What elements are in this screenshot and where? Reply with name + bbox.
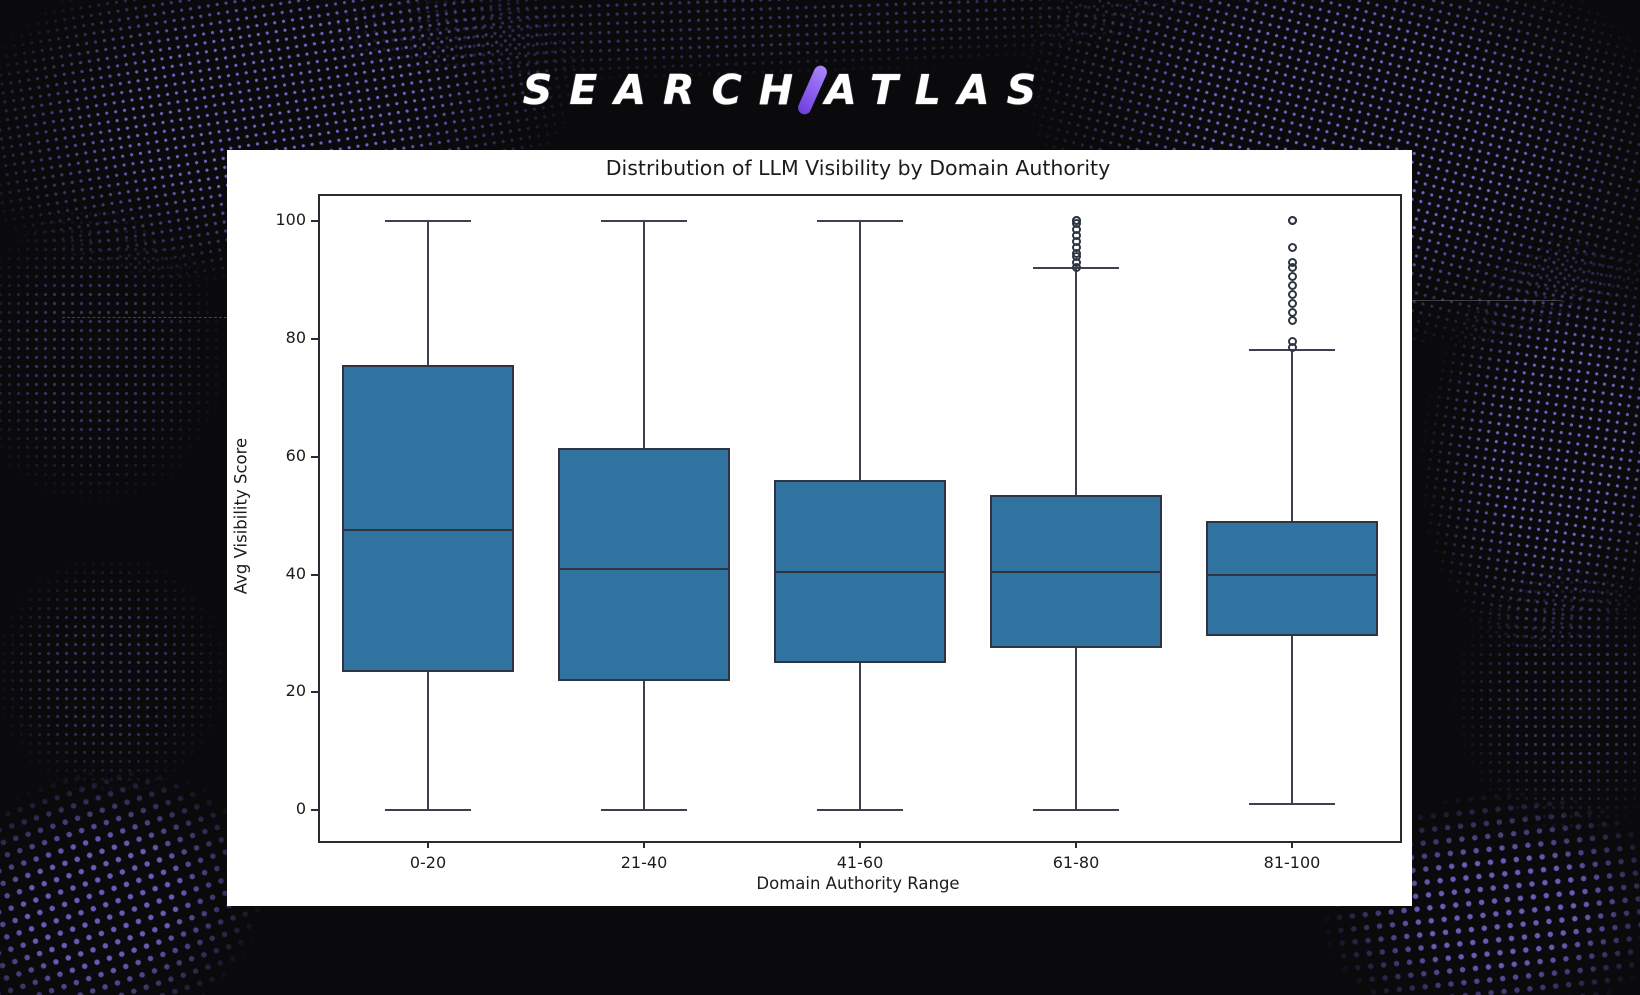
x-tick-label: 21-40 <box>620 853 668 872</box>
outlier-point <box>1287 272 1297 282</box>
upper-whisker <box>859 220 861 481</box>
chart-panel: Distribution of LLM Visibility by Domain… <box>227 150 1412 906</box>
y-tick-mark <box>311 573 318 576</box>
x-tick-mark <box>859 841 861 848</box>
lower-whisker <box>427 671 429 811</box>
box-iqr <box>1205 521 1379 637</box>
logo-word-atlas: ATLAS <box>825 65 1054 114</box>
outlier-point <box>1071 216 1081 226</box>
x-tick-label: 61-80 <box>1052 853 1100 872</box>
outlier-point <box>1287 307 1297 317</box>
y-tick-label: 40 <box>285 563 306 583</box>
halftone-left-mid <box>0 200 230 510</box>
x-tick-label: 81-100 <box>1263 853 1321 872</box>
outlier-point <box>1287 242 1297 252</box>
halftone-left-lower <box>0 550 230 800</box>
x-tick-mark <box>427 841 429 848</box>
median-line <box>559 567 729 570</box>
y-tick-mark <box>311 809 318 812</box>
x-tick-mark <box>1291 841 1293 848</box>
decor-line-right <box>1412 300 1562 301</box>
y-tick-mark <box>311 219 318 222</box>
box-iqr <box>557 447 731 681</box>
lower-whisker <box>859 662 861 811</box>
outlier-point <box>1287 216 1297 226</box>
upper-whisker-cap <box>384 219 472 222</box>
y-tick-mark <box>311 455 318 458</box>
y-tick-label: 0 <box>295 799 306 819</box>
upper-whisker <box>1291 350 1293 522</box>
plot-area: 0 20 40 60 80 100 0-20 21-40 41-60 61-80 81-100 <box>275 194 1402 872</box>
lower-whisker-cap <box>816 809 904 812</box>
y-tick-label: 60 <box>285 445 306 465</box>
upper-whisker <box>427 220 429 366</box>
median-line <box>991 570 1161 573</box>
upper-whisker <box>1075 267 1077 495</box>
lower-whisker-cap <box>1248 803 1336 806</box>
outlier-point <box>1287 298 1297 308</box>
upper-whisker <box>643 220 645 448</box>
searchatlas-logo: SEARCH ATLAS <box>0 60 1608 120</box>
lower-whisker-cap <box>600 809 688 812</box>
x-tick-mark <box>1075 841 1077 848</box>
upper-whisker-cap <box>600 219 688 222</box>
chart-title: Distribution of LLM Visibility by Domain… <box>605 156 1111 180</box>
x-tick-mark <box>643 841 645 848</box>
x-tick-label: 41-60 <box>836 853 884 872</box>
median-line <box>343 529 513 532</box>
x-axis-label: Domain Authority Range <box>756 874 960 893</box>
outlier-point <box>1287 257 1297 267</box>
median-line <box>1207 573 1377 576</box>
lower-whisker <box>643 680 645 811</box>
logo-word-search: SEARCH <box>522 65 811 114</box>
upper-whisker-cap <box>816 219 904 222</box>
y-tick-label: 100 <box>275 209 306 229</box>
lower-whisker-cap <box>1032 809 1120 812</box>
lower-whisker <box>1291 636 1293 805</box>
lower-whisker-cap <box>384 809 472 812</box>
y-tick-label: 80 <box>285 327 306 347</box>
y-axis-label: Avg Visibility Score <box>231 437 251 595</box>
outlier-point <box>1287 316 1297 326</box>
box-iqr <box>341 365 515 672</box>
y-tick-label: 20 <box>285 681 306 701</box>
outlier-point <box>1287 289 1297 299</box>
median-line <box>775 570 945 573</box>
y-tick-mark <box>311 691 318 694</box>
decor-line-left <box>62 317 227 318</box>
outlier-point <box>1287 281 1297 291</box>
lower-whisker <box>1075 648 1077 811</box>
x-tick-label: 0-20 <box>409 853 447 872</box>
outlier-point <box>1287 337 1297 347</box>
y-tick-mark <box>311 337 318 340</box>
